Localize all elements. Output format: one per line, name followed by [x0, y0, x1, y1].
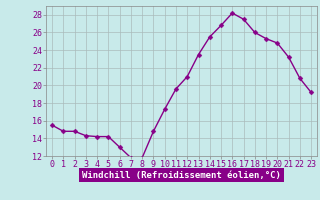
X-axis label: Windchill (Refroidissement éolien,°C): Windchill (Refroidissement éolien,°C) — [82, 171, 281, 180]
